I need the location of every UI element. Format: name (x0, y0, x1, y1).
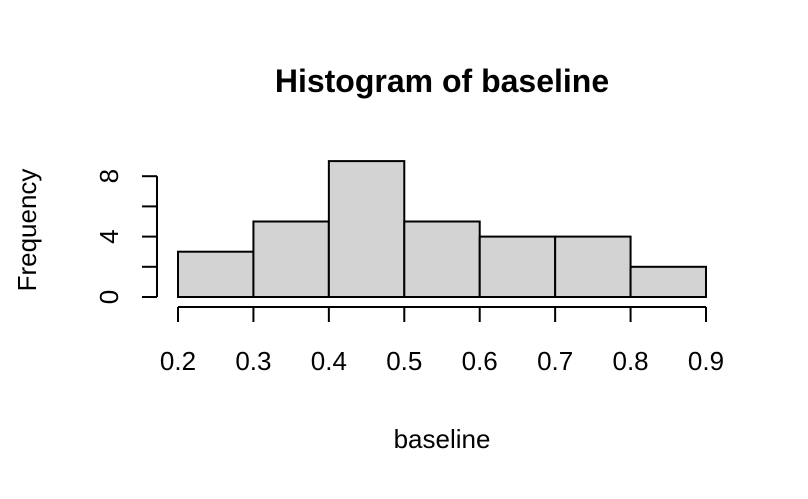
chart-title: Histogram of baseline (275, 63, 609, 99)
bars-group (177, 160, 707, 299)
x-tick-label-4: 0.6 (462, 346, 498, 376)
histogram-bar-6 (629, 265, 707, 298)
y-axis-label: Frequency (12, 169, 42, 292)
histogram-bar-1 (252, 220, 330, 298)
histogram-bar-4 (478, 235, 557, 299)
x-tick-label-7: 0.9 (688, 346, 724, 376)
x-tick-label-1: 0.3 (235, 346, 271, 376)
x-tick-label-3: 0.5 (386, 346, 422, 376)
x-axis: 0.2 0.3 0.4 0.5 0.6 0.7 0.8 0.9 (160, 306, 724, 376)
x-tick-label-0: 0.2 (160, 346, 196, 376)
x-tick-label-2: 0.4 (311, 346, 347, 376)
x-tick-label-6: 0.8 (612, 346, 648, 376)
y-axis: 0 4 8 (94, 169, 158, 304)
histogram-bar-3 (403, 220, 481, 298)
x-tick-label-5: 0.7 (537, 346, 573, 376)
histogram-bar-5 (554, 235, 632, 299)
y-tick-label-2: 4 (94, 229, 124, 243)
histogram-bar-0 (177, 250, 255, 298)
y-tick-label-0: 0 (94, 290, 124, 304)
histogram-bar-2 (327, 160, 406, 298)
y-tick-label-4: 8 (94, 169, 124, 183)
x-axis-label: baseline (394, 424, 491, 454)
